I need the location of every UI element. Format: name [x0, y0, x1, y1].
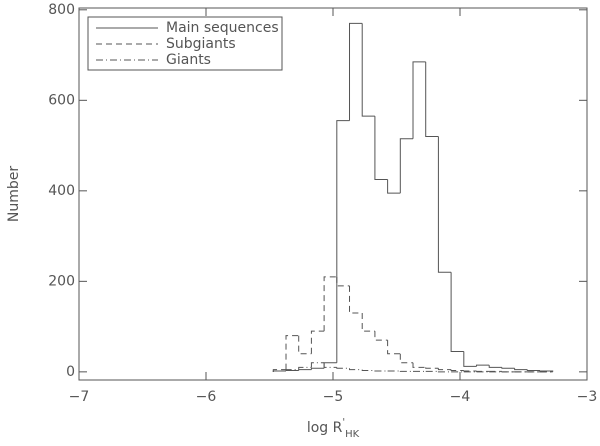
histogram-step: [323, 276, 337, 332]
histogram-step: [412, 61, 426, 139]
y-tick-label: 400: [48, 183, 75, 199]
legend-label: Subgiants: [166, 36, 236, 52]
histogram-step: [387, 179, 401, 194]
histogram-step: [361, 313, 375, 332]
y-tick-label: 0: [66, 364, 75, 380]
histogram-step: [310, 330, 325, 354]
histogram-step: [514, 368, 528, 371]
histogram-step: [285, 335, 299, 370]
histogram-step: [336, 367, 350, 369]
histogram-step: [349, 368, 363, 371]
x-label-sub: HK: [345, 429, 360, 440]
histogram-step: [336, 120, 350, 363]
plot-area: −7 −6 −5 −4 −3 0 200 400 600 800 Main sequencesSub…: [48, 2, 597, 405]
histogram-step: [526, 369, 541, 371]
histogram-step: [361, 369, 375, 371]
x-axis-label: log R'HK: [307, 417, 360, 440]
x-label-sup: ': [342, 417, 345, 428]
x-tick-label: −3: [577, 389, 598, 405]
histogram-step: [285, 369, 299, 371]
legend-box: [87, 16, 283, 71]
y-tick-label: 600: [48, 92, 75, 108]
histogram-step: [450, 272, 464, 352]
histogram-step: [399, 353, 414, 364]
histogram-step: [387, 340, 401, 355]
histogram-step: [349, 285, 363, 314]
histogram-step: [374, 116, 388, 181]
histogram-step: [412, 362, 426, 368]
histogram-step: [310, 362, 325, 368]
histogram-step: [310, 367, 325, 370]
histogram-step: [437, 368, 452, 371]
x-tick-label: −6: [196, 389, 217, 405]
legend-label: Main sequences: [166, 20, 279, 36]
histogram-step: [450, 369, 464, 371]
histogram-step: [298, 366, 312, 370]
histogram-step: [374, 331, 388, 341]
histogram-step: [488, 365, 502, 368]
histogram-step: [399, 138, 414, 194]
x-label-main: log R: [307, 420, 343, 436]
x-tick-label: −7: [69, 389, 90, 405]
histogram-step: [425, 61, 439, 138]
histogram-step: [361, 23, 375, 117]
x-tick-label: −5: [323, 389, 344, 405]
histogram-step: [437, 136, 452, 273]
histogram-step: [336, 276, 350, 287]
histogram-step: [298, 369, 312, 371]
y-tick-label: 800: [48, 2, 75, 18]
histogram-step: [298, 335, 312, 355]
histogram-step: [463, 351, 477, 367]
plot-frame: [78, 7, 588, 381]
histogram-step: [272, 370, 287, 372]
histogram-step: [501, 367, 515, 369]
legend-label: Giants: [166, 52, 211, 68]
histogram-step: [425, 367, 439, 369]
y-tick-label: 200: [48, 273, 75, 289]
histogram-step: [476, 364, 490, 367]
y-axis-label: Number: [6, 166, 22, 222]
histogram-step: [349, 22, 363, 121]
histogram-step: [323, 362, 337, 368]
x-tick-label: −4: [450, 389, 471, 405]
